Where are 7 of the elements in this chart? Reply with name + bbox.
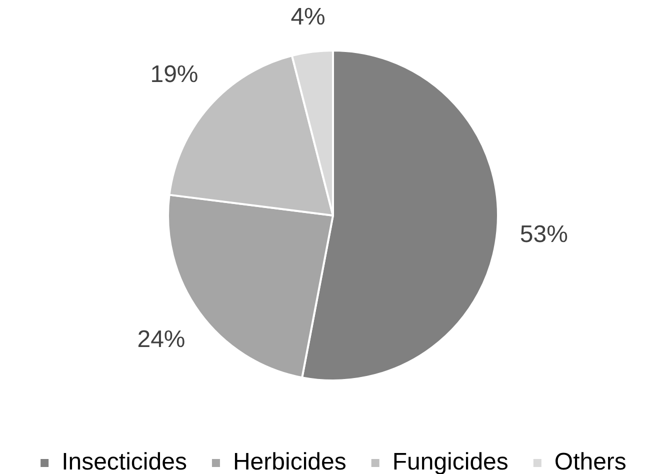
data-label: 4%: [290, 4, 326, 31]
data-label: 24%: [137, 326, 186, 353]
legend-label: Herbicides: [232, 448, 346, 474]
data-label: 53%: [520, 221, 568, 248]
legend-label: Insecticides: [62, 448, 187, 474]
legend-label: Others: [554, 448, 626, 474]
data-label: 19%: [150, 61, 198, 88]
